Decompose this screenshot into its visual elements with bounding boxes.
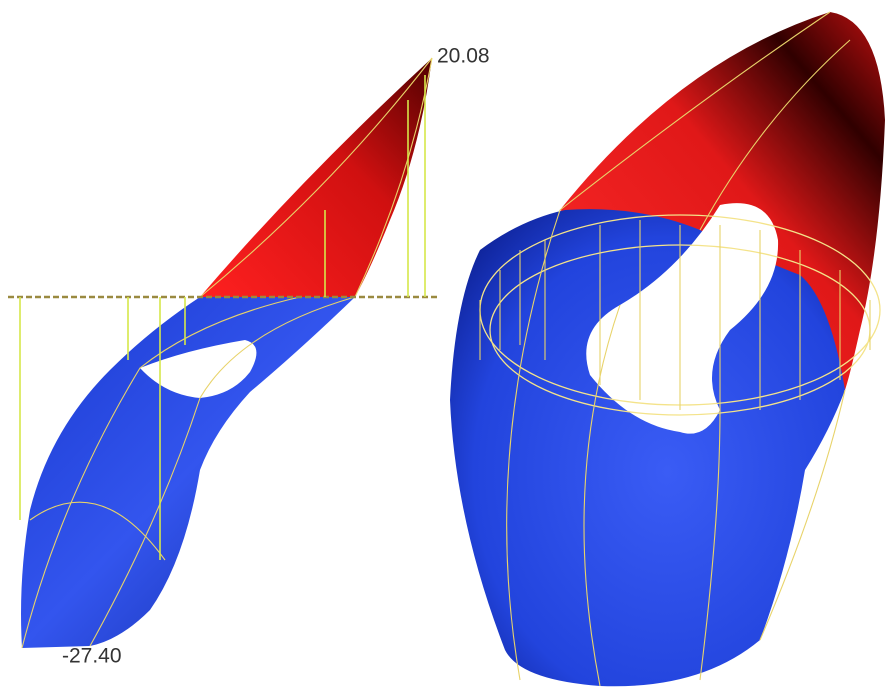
positive-region [200, 58, 432, 297]
negative-region [21, 297, 355, 648]
negative-region [450, 209, 845, 686]
scene: 20.08 -27.40 [0, 0, 887, 692]
max-label: 20.08 [437, 45, 490, 68]
right-surface [450, 12, 885, 686]
left-surface [8, 58, 440, 648]
min-label: -27.40 [62, 645, 122, 668]
